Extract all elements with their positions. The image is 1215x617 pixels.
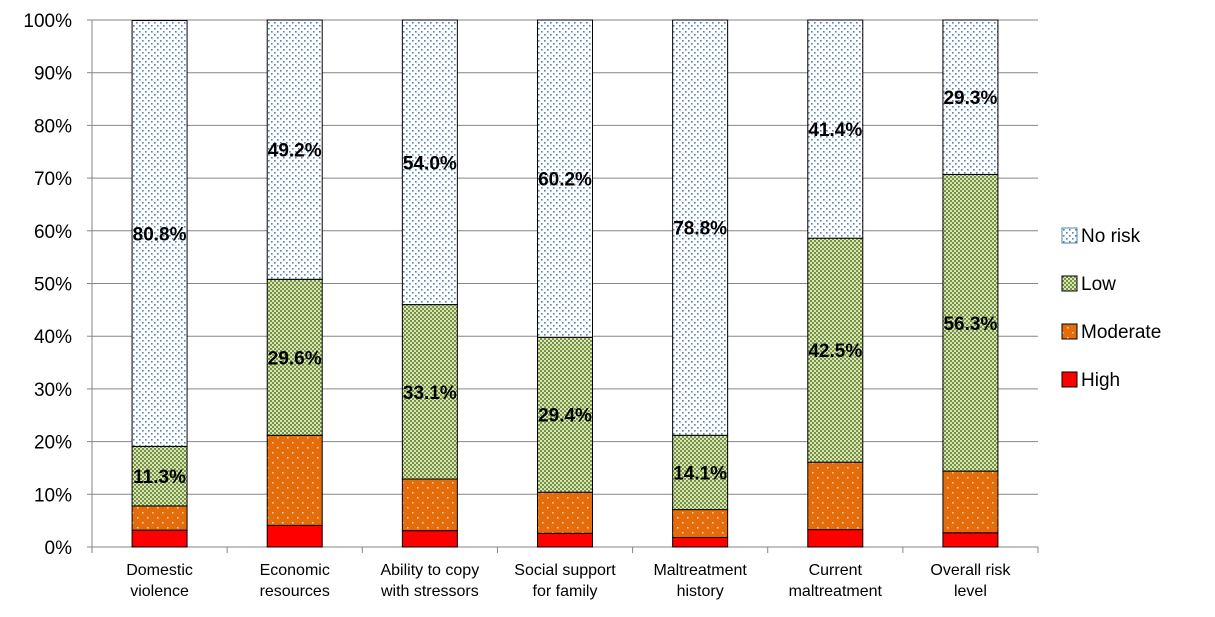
bar-segment-low — [672, 434, 729, 511]
legend-swatch — [1061, 371, 1078, 388]
legend-label: High — [1081, 370, 1120, 391]
bar-segment-no-risk — [672, 19, 729, 436]
legend-swatch — [1061, 323, 1078, 340]
data-labels: 80.8% 11.3% 49.2% 29.6% 54.0% 33.1% 60.2% 29.4%… — [133, 88, 998, 488]
bar-segment-high — [266, 524, 323, 548]
bar-segment-high — [807, 529, 864, 548]
data-label: 33.1% — [403, 383, 457, 404]
x-category-label: Current maltreatment — [789, 562, 883, 600]
bar-segment-low — [537, 336, 593, 493]
bar-segment-high — [672, 537, 729, 548]
bar-segment-no-risk — [131, 20, 188, 447]
legend: No risk Low Moderate High — [1061, 226, 1161, 391]
data-label: 41.4% — [808, 120, 862, 141]
bar-segment-low — [807, 237, 864, 463]
x-category-label: Economic resources — [260, 562, 330, 600]
data-label: 29.4% — [538, 406, 592, 427]
legend-label: No risk — [1081, 226, 1141, 247]
y-tick-label: 60% — [34, 222, 72, 243]
axes: 0% 10% 20% 30% 40% 50% 60% 70% 80% 90% 100% Domesti… — [23, 11, 1039, 600]
data-label: 60.2% — [538, 170, 592, 191]
bar-segment-moderate — [807, 461, 864, 531]
data-label: 80.8% — [133, 224, 187, 245]
y-tick-label: 30% — [34, 380, 72, 401]
bar-segment-no-risk — [266, 19, 323, 280]
data-label: 11.3% — [133, 467, 186, 488]
bars — [131, 19, 999, 548]
legend-swatch — [1061, 227, 1078, 244]
data-label: 78.8% — [673, 219, 727, 240]
y-tick-label: 80% — [34, 116, 72, 137]
bar-segment-moderate — [942, 470, 999, 534]
y-tick-label: 90% — [34, 64, 72, 85]
x-category-label: Ability to copy with stressors — [380, 562, 479, 600]
data-label: 49.2% — [268, 141, 322, 162]
bar-segment-high — [537, 532, 593, 548]
x-category-label: Maltreatment history — [653, 562, 747, 600]
y-tick-label: 20% — [34, 433, 72, 454]
y-tick-label: 100% — [23, 11, 72, 32]
data-label: 14.1% — [673, 463, 727, 484]
bar-segment-moderate — [266, 434, 323, 526]
y-tick-label: 50% — [34, 275, 72, 296]
bar-segment-no-risk — [942, 19, 999, 175]
y-tick-label: 40% — [34, 327, 72, 348]
legend-swatch — [1061, 275, 1078, 292]
bar-segment-moderate — [672, 509, 729, 539]
bar-segment-high — [131, 529, 188, 548]
bar-segment-moderate — [537, 491, 593, 534]
bar-segment-low — [942, 173, 999, 472]
bar-segment-low — [401, 304, 458, 480]
data-label: 29.3% — [943, 88, 997, 109]
bar-segment-no-risk — [807, 19, 864, 239]
bar-segment-moderate — [401, 478, 458, 532]
bar-segment-low — [131, 445, 188, 507]
x-category-label: Domestic violence — [126, 562, 193, 600]
data-label: 29.6% — [268, 348, 322, 369]
bar-segment-high — [401, 530, 458, 548]
y-tick-label: 70% — [34, 169, 72, 190]
bar-segment-no-risk — [401, 19, 458, 306]
bar-segment-low — [266, 278, 323, 436]
y-tick-label: 10% — [34, 485, 72, 506]
y-tick-label: 0% — [45, 538, 73, 559]
bar-segment-high — [942, 532, 999, 548]
bar-segment-no-risk — [537, 19, 593, 338]
legend-label: Low — [1081, 274, 1116, 295]
legend-label: Moderate — [1081, 322, 1161, 343]
x-category-label: Social support for family — [514, 562, 616, 600]
data-label: 42.5% — [808, 341, 862, 362]
bar-segment-moderate — [131, 505, 188, 531]
x-category-label: Overall risk level — [930, 562, 1011, 600]
data-label: 56.3% — [943, 314, 997, 335]
data-label: 54.0% — [403, 153, 457, 174]
